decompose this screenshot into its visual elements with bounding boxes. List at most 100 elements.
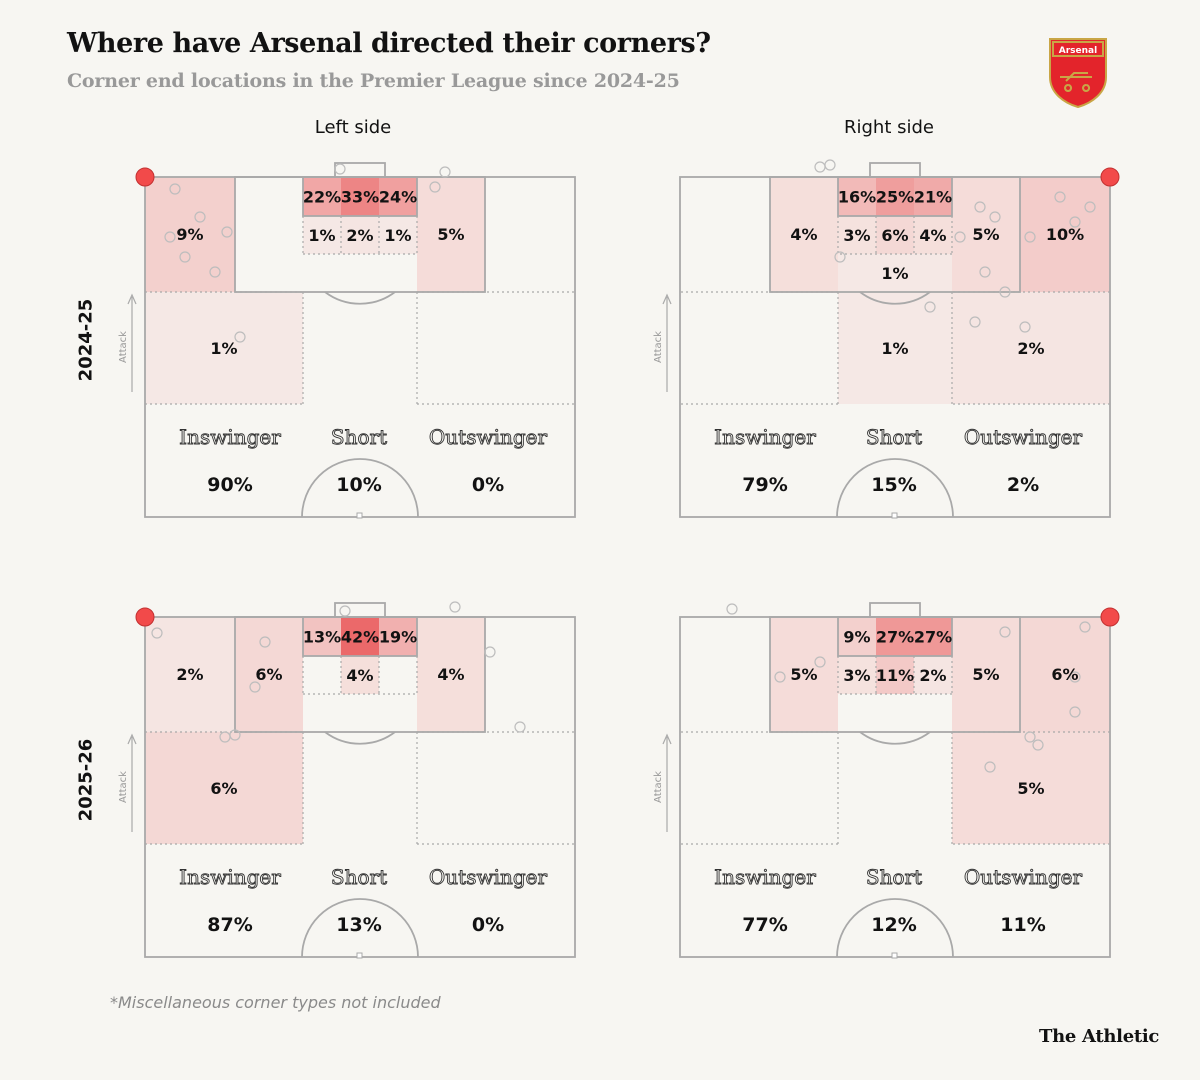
zone-near-box <box>952 177 1020 292</box>
corner-type-label: Short <box>331 425 387 449</box>
zone-short-near <box>145 732 303 844</box>
zone-label: 6% <box>255 665 282 684</box>
zone-label: 5% <box>790 665 817 684</box>
corner-end-point <box>514 721 526 733</box>
zone-mid-far <box>838 656 876 694</box>
corner-type-label: Outswinger <box>429 425 548 449</box>
corner-type-percentage: 2% <box>1007 474 1039 496</box>
corner-spot-icon <box>135 607 155 627</box>
corner-end-point <box>1069 671 1081 683</box>
zone-label: 5% <box>972 225 999 244</box>
corner-end-point <box>209 266 221 278</box>
corner-type-label: Inswinger <box>714 865 816 889</box>
zone-mid-far <box>379 216 417 254</box>
corner-end-point <box>1019 321 1031 333</box>
corner-type-percentage: 87% <box>207 914 252 936</box>
zone-short-near <box>952 732 1110 844</box>
corner-type-percentage: 0% <box>472 474 504 496</box>
corner-end-point <box>999 626 1011 638</box>
corner-end-point <box>814 656 826 668</box>
zone-label: 1% <box>210 339 237 358</box>
penalty-arc <box>859 731 931 745</box>
corner-type-label: Short <box>866 425 922 449</box>
corner-type-label: Short <box>866 865 922 889</box>
corner-end-point <box>249 681 261 693</box>
zone-label: 3% <box>843 226 870 245</box>
zone-label: 3% <box>843 666 870 685</box>
zone-mid-far <box>838 216 876 254</box>
zone-label: 9% <box>176 225 203 244</box>
zone-label: 6% <box>1051 665 1078 684</box>
zone-six-near <box>914 617 952 656</box>
zone-mid-near <box>914 656 952 694</box>
corner-type-label: Outswinger <box>429 865 548 889</box>
corner-end-point <box>969 316 981 328</box>
zone-near-wide <box>1020 617 1110 732</box>
zone-label: 6% <box>881 226 908 245</box>
corner-end-point <box>234 331 246 343</box>
attack-label: Attack <box>118 771 129 803</box>
zone-label: 27% <box>914 628 952 647</box>
zone-label: 4% <box>919 226 946 245</box>
zone-label: 2% <box>919 666 946 685</box>
zone-label: 1% <box>881 339 908 358</box>
goal <box>869 602 921 618</box>
attack-arrow-head <box>127 293 137 305</box>
zone-label: 2% <box>176 665 203 684</box>
zone-far-box <box>770 177 838 292</box>
zone-label: 11% <box>876 666 914 685</box>
corner-end-point <box>924 301 936 313</box>
pitch-panel-1: 4% 16% 25% 21% 3% 6% 4% 1% 5% 10% 1% 2% Inswinger 79%… <box>653 159 1120 519</box>
zone-mid-mid <box>341 656 379 694</box>
zone-mid-near <box>914 216 952 254</box>
corner-end-point <box>1069 706 1081 718</box>
zone-short-near <box>145 292 303 404</box>
attack-label: Attack <box>653 771 664 803</box>
corner-end-point <box>974 201 986 213</box>
centre-circle <box>836 898 954 958</box>
zone-label: 25% <box>876 188 914 207</box>
corner-end-point <box>824 159 836 171</box>
zone-six-far <box>838 177 876 216</box>
corner-end-point <box>774 671 786 683</box>
column-title-right: Right side <box>844 117 934 138</box>
column-title-left: Left side <box>314 117 392 138</box>
centre-spot <box>356 952 363 959</box>
corner-type-percentage: 15% <box>871 474 916 496</box>
corner-end-point <box>151 627 163 639</box>
zone-mid-mid <box>876 656 914 694</box>
penalty-arc <box>859 291 931 305</box>
corner-type-label: Inswinger <box>714 425 816 449</box>
zone-six-near <box>303 177 341 216</box>
attack-label: Attack <box>118 331 129 363</box>
arsenal-crest-icon: Arsenal <box>1049 38 1107 109</box>
zone-mid-mid <box>876 216 914 254</box>
corner-end-point <box>999 286 1011 298</box>
attack-arrow-head <box>662 733 672 745</box>
corner-end-point <box>1069 216 1081 228</box>
attack-arrow-head <box>127 733 137 745</box>
corner-end-point <box>1024 231 1036 243</box>
svg-text:Arsenal: Arsenal <box>1059 46 1097 56</box>
zone-penalty-spot <box>838 254 952 292</box>
zone-label: 5% <box>972 665 999 684</box>
zone-label: 22% <box>303 188 341 207</box>
goal <box>334 602 386 618</box>
zone-label: 1% <box>881 264 908 283</box>
zone-label: 1% <box>308 226 335 245</box>
corner-end-point <box>194 211 206 223</box>
corner-end-point <box>954 231 966 243</box>
zone-label: 6% <box>210 779 237 798</box>
zone-label: 2% <box>1017 339 1044 358</box>
corner-spot-icon <box>1100 167 1120 187</box>
corner-end-point <box>429 181 441 193</box>
corner-end-point <box>339 605 351 617</box>
corner-end-point <box>259 636 271 648</box>
zone-label: 19% <box>379 628 417 647</box>
corner-end-point <box>1084 201 1096 213</box>
corner-end-point <box>164 231 176 243</box>
zone-far-box <box>770 617 838 732</box>
zone-label: 9% <box>843 628 870 647</box>
zone-far-box <box>417 177 485 292</box>
